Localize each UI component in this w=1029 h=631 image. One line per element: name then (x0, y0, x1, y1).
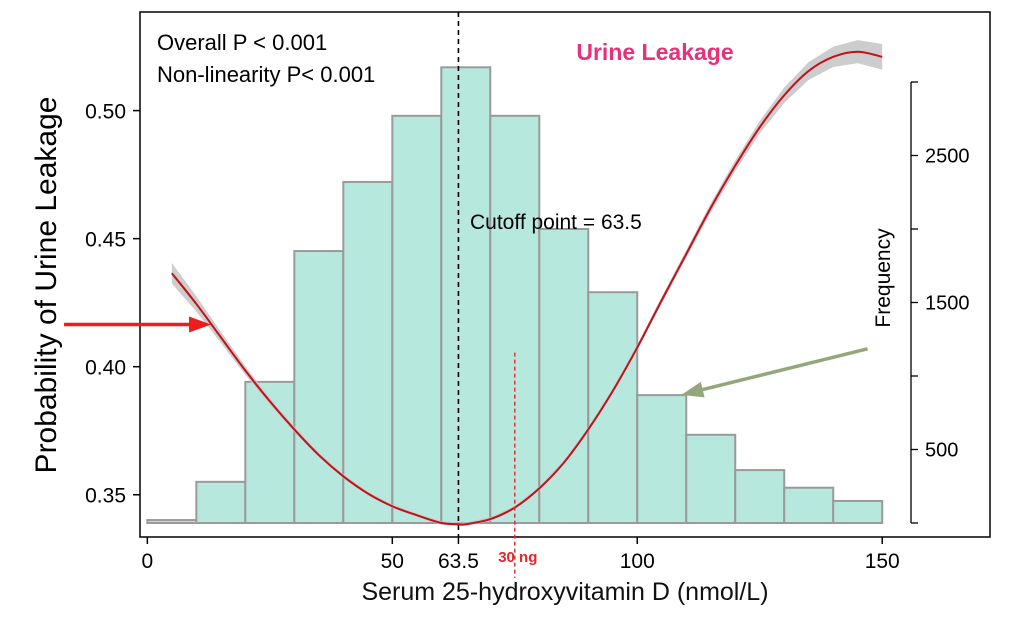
histogram-bar (195, 480, 247, 524)
histogram-bar (832, 499, 884, 525)
histogram-bar (685, 433, 737, 524)
y-axis-title: Probability of Urine Leakage (30, 97, 63, 474)
axes: 0 50 100 150 63.5 0.35 0.40 0.45 0.50 500 1500 2500… (30, 11, 991, 606)
annotations: Overall P < 0.001 Non-linearity P< 0.001 U… (64, 30, 868, 566)
histogram-bar (783, 486, 835, 524)
histogram-bar (636, 394, 688, 524)
nonlinearity-p-text: Non-linearity P< 0.001 (157, 62, 375, 87)
red-arrow-head (189, 316, 212, 333)
y2-tick-label: 1500 (925, 293, 970, 315)
y2-axis-title: Frequency (872, 228, 895, 328)
histogram-bar (146, 519, 198, 524)
green-arrow-shaft (702, 347, 868, 392)
y2-tick-label: 2500 (925, 146, 970, 168)
plot-frame (139, 11, 991, 538)
histogram-bar (440, 66, 492, 525)
y-tick-label: 0.35 (85, 485, 126, 508)
y-tick-label: 0.50 (85, 101, 126, 124)
y2-tick-label: 500 (925, 440, 958, 462)
green-arrow-head (681, 381, 705, 398)
x-tick-label: 0 (142, 550, 154, 573)
histogram-bar (538, 228, 590, 524)
x-tick-label: 50 (381, 550, 404, 573)
histogram-bar (734, 469, 786, 524)
y-tick-label: 0.45 (85, 229, 126, 252)
histogram-bar (391, 114, 443, 524)
cutoff-text: Cutoff point = 63.5 (470, 211, 642, 234)
histogram (146, 66, 884, 525)
histogram-bar (244, 380, 296, 524)
x-tick-label: 63.5 (438, 550, 479, 573)
ng30-text: 30 ng (498, 549, 537, 566)
overall-p-text: Overall P < 0.001 (157, 30, 327, 55)
histogram-bar (342, 180, 394, 525)
x-axis-title: Serum 25-hydroxyvitamin D (nmol/L) (361, 578, 768, 606)
y-tick-label: 0.40 (85, 357, 126, 380)
x-tick-label: 150 (865, 550, 900, 573)
histogram-bar (489, 114, 541, 524)
histogram-bar (293, 250, 345, 525)
chart-title: Urine Leakage (576, 39, 733, 65)
x-tick-label: 100 (620, 550, 655, 573)
histogram-bar (587, 291, 639, 524)
